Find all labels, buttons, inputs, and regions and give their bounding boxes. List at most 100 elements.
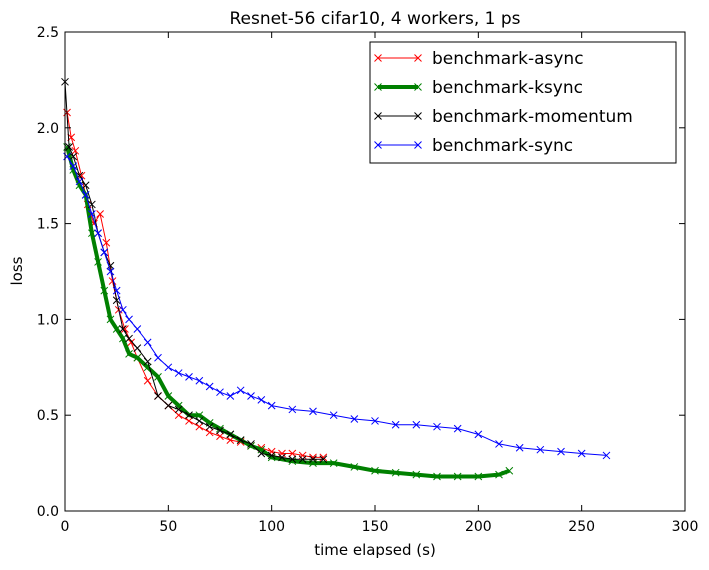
data-point — [164, 392, 173, 400]
data-point — [88, 210, 96, 218]
legend-label: benchmark-momentum — [432, 107, 633, 127]
data-point — [557, 447, 565, 456]
data-point — [195, 422, 204, 431]
data-point — [391, 468, 400, 477]
data-point — [154, 392, 162, 400]
data-point — [143, 338, 152, 347]
data-point — [412, 420, 421, 429]
y-tick-label: 2.5 — [37, 25, 59, 41]
data-point — [195, 411, 204, 420]
data-point — [350, 463, 359, 471]
legend-item: benchmark-sync — [374, 136, 573, 156]
data-point — [75, 181, 84, 190]
data-point — [195, 417, 204, 425]
legend-item: benchmark-async — [374, 49, 584, 69]
data-point — [474, 430, 483, 439]
y-tick-label: 1.0 — [37, 312, 59, 328]
data-point — [216, 432, 224, 441]
data-point — [247, 392, 255, 400]
data-point — [216, 388, 224, 397]
y-axis: 0.0 0.5 1.0 1.5 2.0 2.5 — [37, 25, 685, 520]
data-point — [267, 451, 276, 460]
data-point — [267, 401, 276, 410]
data-point — [288, 405, 297, 414]
data-point — [125, 334, 133, 343]
data-point — [185, 417, 193, 425]
y-tick-label: 0.5 — [37, 408, 59, 424]
data-point — [433, 472, 441, 481]
data-point — [106, 267, 115, 276]
data-point — [127, 338, 135, 347]
data-point — [119, 305, 127, 314]
data-point — [119, 325, 127, 333]
legend-marker — [414, 54, 422, 62]
data-point — [81, 181, 90, 190]
data-point — [69, 162, 78, 170]
data-point — [236, 436, 245, 444]
data-point — [75, 177, 84, 186]
data-point — [75, 171, 84, 180]
data-point — [65, 143, 73, 151]
legend-marker — [374, 141, 382, 149]
data-point — [309, 407, 317, 416]
data-point — [329, 459, 338, 467]
data-point — [125, 350, 133, 358]
data-point — [309, 455, 317, 464]
data-point — [350, 415, 359, 423]
data-point — [164, 363, 173, 372]
data-point — [174, 369, 183, 377]
data-point — [495, 440, 503, 448]
data-point — [154, 353, 162, 362]
data-point — [536, 445, 545, 454]
series-benchmark-ksync — [63, 143, 514, 481]
x-tick-label: 0 — [61, 519, 70, 535]
data-point — [495, 470, 503, 479]
data-point — [174, 401, 183, 410]
y-axis-title: loss — [8, 256, 26, 285]
data-point — [195, 376, 204, 385]
data-point — [288, 455, 297, 464]
x-axis-title: time elapsed (s) — [314, 541, 436, 559]
legend-label: benchmark-async — [432, 49, 584, 69]
data-point — [94, 229, 102, 238]
x-tick-label: 200 — [465, 519, 492, 535]
data-point — [216, 426, 224, 435]
x-tick-label: 300 — [672, 519, 699, 535]
data-point — [515, 443, 524, 452]
data-point — [391, 420, 400, 429]
data-point — [505, 466, 514, 475]
legend-marker — [414, 112, 422, 120]
legend-box — [369, 41, 677, 164]
data-point — [226, 430, 235, 439]
data-point — [309, 459, 317, 467]
data-point — [133, 353, 142, 362]
data-point — [143, 357, 152, 366]
x-axis: 0 50 100 150 200 250 300 — [61, 32, 699, 535]
data-point — [278, 449, 286, 458]
data-point — [205, 422, 214, 431]
data-point — [174, 405, 183, 414]
series-line — [64, 81, 324, 460]
legend-item: benchmark-momentum — [374, 107, 633, 127]
data-point — [577, 449, 586, 458]
series-benchmark-sync — [63, 152, 611, 460]
x-tick-label: 250 — [568, 519, 595, 535]
legend-marker — [374, 83, 382, 91]
data-point — [133, 325, 142, 333]
x-tick-label: 50 — [159, 519, 177, 535]
data-point — [371, 417, 379, 425]
chart-title: Resnet-56 cifar10, 4 workers, 1 ps — [229, 9, 520, 29]
series-layer — [61, 77, 611, 481]
data-point — [257, 449, 266, 458]
data-point — [298, 451, 307, 460]
y-tick-label: 1.5 — [37, 217, 59, 233]
data-point — [112, 286, 121, 295]
data-point — [247, 440, 255, 448]
data-point — [236, 386, 245, 395]
data-point — [143, 376, 152, 385]
y-tick-label: 0.0 — [37, 504, 59, 520]
data-point — [102, 238, 111, 247]
series-line — [66, 156, 607, 456]
data-point — [119, 334, 127, 343]
